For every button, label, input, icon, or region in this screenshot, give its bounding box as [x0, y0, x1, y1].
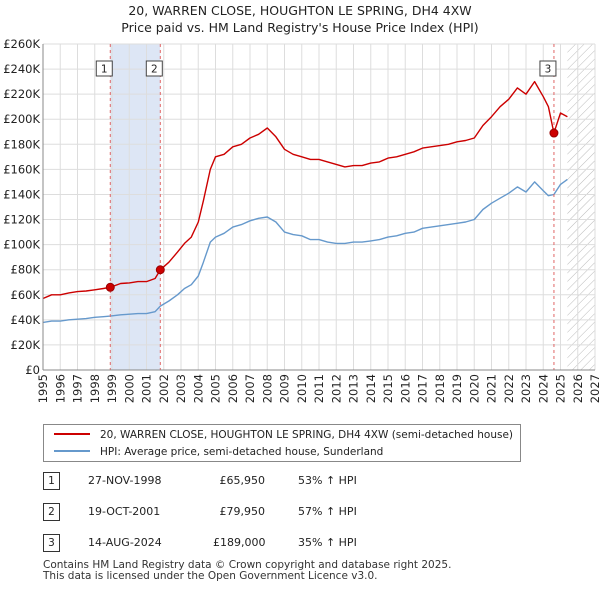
legend-item-hpi: HPI: Average price, semi-detached house,…: [54, 444, 383, 460]
x-tick-label: 2001: [140, 374, 154, 403]
sale-label-text: 1: [101, 64, 108, 76]
x-tick-label: 2020: [467, 374, 481, 403]
ownership-shaded-band: [110, 44, 161, 370]
sale-date: 14-AUG-2024: [88, 536, 162, 549]
sale-number-badge: 2: [43, 503, 60, 521]
y-tick-label: £100K: [3, 238, 40, 252]
x-tick-label: 2003: [174, 374, 188, 403]
footer-attribution: Contains HM Land Registry data © Crown c…: [43, 560, 451, 582]
x-tick-label: 1998: [88, 374, 102, 403]
x-tick-label: 1996: [53, 374, 67, 403]
sale-point: [105, 282, 115, 292]
x-tick-label: 2009: [278, 374, 292, 403]
legend-label-hpi: HPI: Average price, semi-detached house,…: [100, 446, 384, 458]
x-tick-label: 2004: [191, 374, 205, 403]
sale-price: £79,950: [219, 505, 266, 518]
chart-title-line1: 20, WARREN CLOSE, HOUGHTON LE SPRING, DH…: [128, 3, 472, 18]
y-tick-label: £0: [25, 363, 40, 377]
x-tick-label: 2006: [226, 374, 240, 403]
x-tick-label: 2007: [243, 374, 257, 403]
x-tick-label: 2018: [433, 374, 447, 403]
footer-line1: Contains HM Land Registry data © Crown c…: [43, 559, 452, 571]
y-tick-label: £260K: [3, 37, 40, 51]
x-tick-label: 2000: [122, 374, 136, 403]
x-tick-label: 2015: [381, 374, 395, 403]
sale-number-badge: 3: [43, 534, 60, 552]
sale-hpi-change: 35% ↑ HPI: [298, 536, 357, 549]
x-tick-label: 2026: [571, 374, 585, 403]
sale-label-text: 3: [545, 64, 552, 76]
x-tick-label: 2023: [519, 374, 533, 403]
forecast-hatched-region: [567, 44, 595, 370]
sale-label-box: [539, 60, 557, 77]
footer-line2: This data is licensed under the Open Gov…: [43, 570, 378, 582]
x-tick-label: 2022: [502, 374, 516, 403]
hpi-line: [43, 178, 568, 324]
legend-item-property: 20, WARREN CLOSE, HOUGHTON LE SPRING, DH…: [54, 427, 513, 443]
sale-row: 2 19-OCT-2001 £79,950 57% ↑ HPI: [43, 503, 443, 523]
y-tick-label: £140K: [3, 187, 40, 201]
sale-label-box: [95, 60, 113, 77]
x-tick-label: 2027: [588, 374, 600, 403]
sale-label-box: [145, 60, 163, 77]
sale-date: 19-OCT-2001: [88, 505, 161, 518]
y-tick-label: £240K: [3, 62, 40, 76]
sale-label-text: 2: [151, 64, 158, 76]
sale-price: £189,000: [213, 536, 266, 549]
sale-row: 3 14-AUG-2024 £189,000 35% ↑ HPI: [43, 534, 443, 554]
x-tick-label: 1999: [105, 374, 119, 403]
x-tick-label: 1997: [71, 374, 85, 403]
x-tick-label: 2014: [364, 374, 378, 403]
y-tick-label: £180K: [3, 137, 40, 151]
x-tick-label: 1995: [36, 374, 50, 403]
sale-price: £65,950: [219, 474, 266, 487]
x-tick-label: 2012: [329, 374, 343, 403]
y-tick-label: £40K: [11, 313, 41, 327]
x-tick-label: 2017: [416, 374, 430, 403]
x-tick-label: 2021: [485, 374, 499, 403]
y-tick-label: £200K: [3, 112, 40, 126]
x-tick-label: 2013: [347, 374, 361, 403]
sale-point: [549, 128, 559, 138]
x-tick-label: 2016: [398, 374, 412, 403]
x-tick-label: 2010: [295, 374, 309, 403]
x-tick-label: 2024: [536, 374, 550, 403]
y-tick-label: £160K: [3, 162, 40, 176]
y-tick-label: £20K: [11, 338, 41, 352]
x-tick-label: 2008: [260, 374, 274, 403]
x-tick-label: 2002: [157, 374, 171, 403]
sale-hpi-change: 57% ↑ HPI: [298, 505, 357, 518]
chart-title: 20, WARREN CLOSE, HOUGHTON LE SPRING, DH…: [0, 2, 600, 36]
chart-legend: 20, WARREN CLOSE, HOUGHTON LE SPRING, DH…: [43, 424, 521, 462]
price-chart: 1 2 3 £0 £20K £40K £60K £80K £100K £120K £140K £16…: [3, 37, 600, 403]
sale-date: 27-NOV-1998: [88, 474, 162, 487]
x-tick-label: 2005: [209, 374, 223, 403]
x-tick-label: 2025: [554, 374, 568, 403]
x-tick-label: 2019: [450, 374, 464, 403]
chart-title-line2: Price paid vs. HM Land Registry's House …: [121, 20, 479, 35]
legend-label-property: 20, WARREN CLOSE, HOUGHTON LE SPRING, DH…: [100, 429, 513, 441]
sale-hpi-change: 53% ↑ HPI: [298, 474, 357, 487]
sale-number-badge: 1: [43, 472, 60, 490]
y-tick-label: £220K: [3, 87, 40, 101]
y-tick-label: £60K: [11, 288, 41, 302]
sale-point: [155, 265, 165, 275]
legend-swatch-hpi: [54, 450, 90, 452]
y-tick-label: £120K: [3, 213, 40, 227]
x-tick-label: 2011: [312, 374, 326, 403]
property-price-line: [43, 80, 568, 300]
legend-swatch-property: [54, 433, 90, 435]
sale-row: 1 27-NOV-1998 £65,950 53% ↑ HPI: [43, 472, 443, 492]
y-tick-label: £80K: [11, 263, 41, 277]
